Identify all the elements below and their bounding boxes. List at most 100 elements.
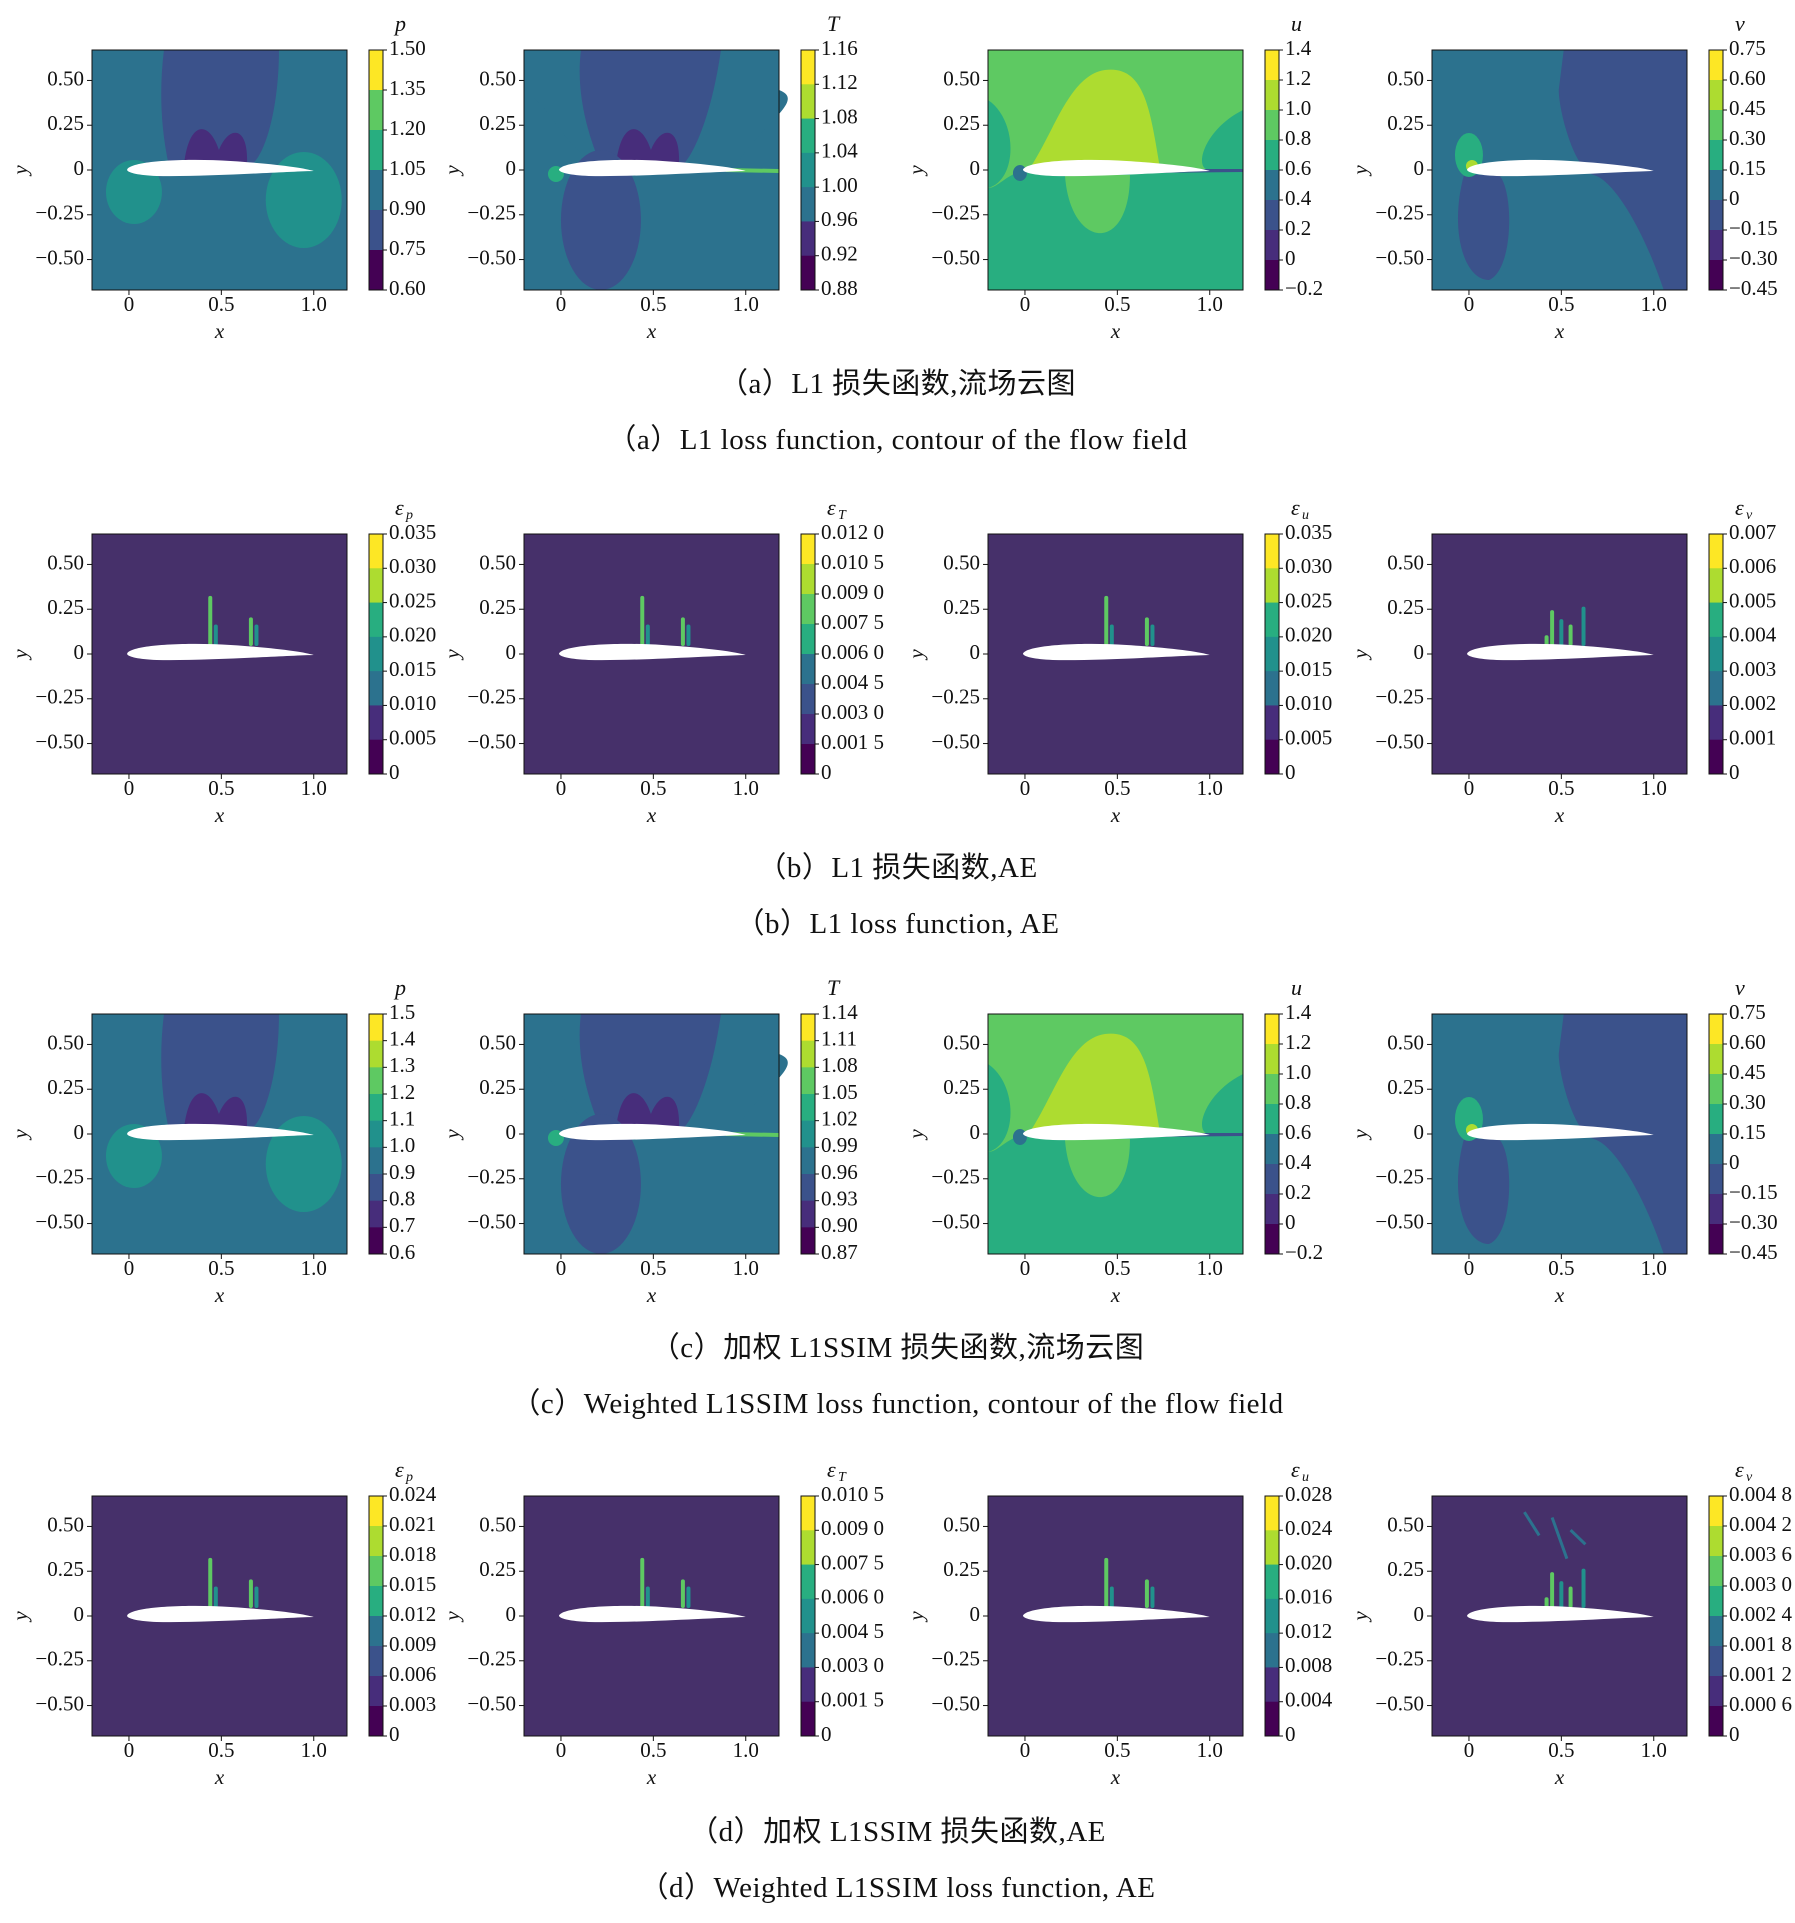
x-tick-label: 0.5 (1548, 1738, 1574, 1762)
y-axis-label: y (8, 649, 32, 661)
y-tick-label: 0.25 (943, 595, 980, 619)
colorbar-tick-label: 0.025 (1285, 588, 1332, 612)
airfoil (1466, 1123, 1654, 1141)
colorbar-frame (368, 533, 384, 775)
colorbar-band (1265, 170, 1279, 201)
colorbar-tick-label: 1.35 (389, 76, 426, 100)
cold-region (579, 1014, 721, 1130)
plot-a-p: 0.50 0.25 0 −0.25 −0.50 0 0.5 1.0 x y 1.50 1.35 1.20… (8, 11, 487, 370)
error-spot (680, 617, 685, 646)
error-spot (254, 624, 259, 646)
y-tick-label: 0.25 (1387, 1075, 1424, 1099)
colorbar-tick-label: 1.4 (1285, 36, 1312, 60)
colorbar-band (1265, 739, 1279, 775)
colorbar-band (801, 1014, 815, 1042)
colorbar-tick-label: 0.021 (389, 1512, 436, 1536)
x-tick-label: 1.0 (1641, 292, 1667, 316)
colorbar-tick-label: 0.012 (1285, 1619, 1332, 1643)
colorbar-tick-label: 0.020 (1285, 623, 1332, 647)
coldest-region (615, 129, 680, 165)
y-tick-label: −0.50 (1375, 729, 1424, 753)
x-tick-label: 0.5 (1104, 1256, 1130, 1280)
error-spot (248, 1579, 253, 1608)
error-streak (1523, 1511, 1541, 1537)
caption-c-en: （c）Weighted L1SSIM loss function, contou… (511, 1388, 1284, 1420)
plot-c-u: 0.50 0.25 0 −0.25 −0.50 0 0.5 1.0 x y 1.4 1.2 1.0 0.8… (904, 975, 1383, 1334)
colorbar-title: ε (827, 1457, 836, 1482)
y-axis-label: y (904, 1611, 928, 1623)
colorbar-tick-label: 0.60 (1729, 1030, 1766, 1054)
x-tick-label: 1.0 (1641, 1256, 1667, 1280)
colorbar-title: ε (1291, 495, 1300, 520)
colorbar-band (1265, 80, 1279, 111)
x-tick-label: 0.5 (208, 1256, 234, 1280)
colorbar-tick-label: 1.5 (389, 1000, 415, 1024)
colorbar-tick-label: 0.45 (1729, 1060, 1766, 1084)
y-tick-label: −0.50 (931, 1209, 980, 1233)
colorbar-tick-label: 0.016 (1285, 1585, 1332, 1609)
y-axis-label: y (904, 649, 928, 661)
y-tick-label: −0.25 (35, 1647, 84, 1671)
error-spot (1150, 1586, 1155, 1608)
y-tick-label: 0.25 (47, 1075, 84, 1099)
colorbar-band (801, 1598, 815, 1634)
colorbar-tick-label: 1.0 (1285, 96, 1311, 120)
y-tick-label: −0.50 (467, 1209, 516, 1233)
y-tick-label: −0.50 (35, 1691, 84, 1715)
y-tick-label: −0.50 (1375, 245, 1424, 269)
y-axis-label: y (904, 1129, 928, 1141)
x-tick-label: 0.5 (1104, 1738, 1130, 1762)
lower-negative-region (1457, 1139, 1510, 1244)
colorbar-band (369, 1676, 383, 1707)
colorbar-tick-label: 0.006 0 (821, 1585, 884, 1609)
error-streak (1550, 1516, 1569, 1560)
plot-area (524, 534, 779, 774)
colorbar-tick-label: 0.15 (1729, 1120, 1766, 1144)
colorbar-band (1265, 636, 1279, 672)
y-tick-label: 0.50 (479, 66, 516, 90)
airfoil (1466, 1605, 1654, 1623)
y-tick-label: −0.50 (35, 1209, 84, 1233)
y-tick-label: 0 (1414, 1120, 1425, 1144)
plot-a-u: 0.50 0.25 0 −0.25 −0.50 0 0.5 1.0 x y 1.4 1.2 1.0 0.8… (904, 11, 1383, 370)
colorbar-tick-label: 0.000 6 (1729, 1692, 1792, 1716)
error-spot (208, 1557, 213, 1608)
colorbar-band (801, 187, 815, 222)
colorbar-band (1709, 602, 1723, 638)
colorbar-tick-label: 0.004 5 (821, 1619, 884, 1643)
y-tick-label: −0.50 (467, 1691, 516, 1715)
colorbar-band (1265, 1164, 1279, 1195)
colorbar-tick-label: 0 (1285, 760, 1296, 784)
colorbar-band (1265, 1224, 1279, 1255)
colorbar-tick-label: 1.4 (389, 1026, 416, 1050)
colorbar-band (1709, 1194, 1723, 1225)
y-tick-label: −0.50 (35, 245, 84, 269)
y-tick-label: 0.50 (1387, 1512, 1424, 1536)
colorbar-band (1265, 1633, 1279, 1668)
x-tick-label: 0 (124, 292, 134, 316)
x-tick-label: 0 (124, 1738, 134, 1762)
colorbar-band (1265, 1598, 1279, 1634)
caption-b-en: （b）L1 loss function, AE (735, 908, 1060, 940)
error-spot (1559, 1581, 1564, 1608)
error-spot (1109, 624, 1114, 646)
colorbar-title: ε (1735, 1457, 1744, 1482)
colorbar-band (801, 1147, 815, 1175)
error-spot (1144, 617, 1149, 646)
colorbar-band (369, 170, 383, 211)
plot-area (524, 1014, 788, 1254)
colorbar-tick-label: 0.012 (389, 1602, 436, 1626)
colorbar-tick-label: 0 (389, 1722, 400, 1746)
colorbar-band (1709, 1586, 1723, 1617)
x-tick-label: 1.0 (1197, 1738, 1223, 1762)
caption-c-cn: （c）加权 L1SSIM 损失函数,流场云图 (650, 1332, 1145, 1364)
colorbar-tick-label: 0.010 (1285, 691, 1332, 715)
plot-svg: 0.50 0.25 0 −0.25 −0.50 0 0.5 1.0 x y 0.028 0.024 0.… (904, 1457, 1333, 1789)
high-speed-region (1029, 69, 1160, 168)
x-axis-label: x (1110, 1765, 1121, 1789)
colorbar-band (369, 50, 383, 91)
colorbar-frame (800, 49, 816, 291)
y-tick-label: 0.50 (47, 1512, 84, 1536)
colorbar-tick-label: 0.003 0 (821, 700, 884, 724)
plot-area (92, 50, 347, 290)
